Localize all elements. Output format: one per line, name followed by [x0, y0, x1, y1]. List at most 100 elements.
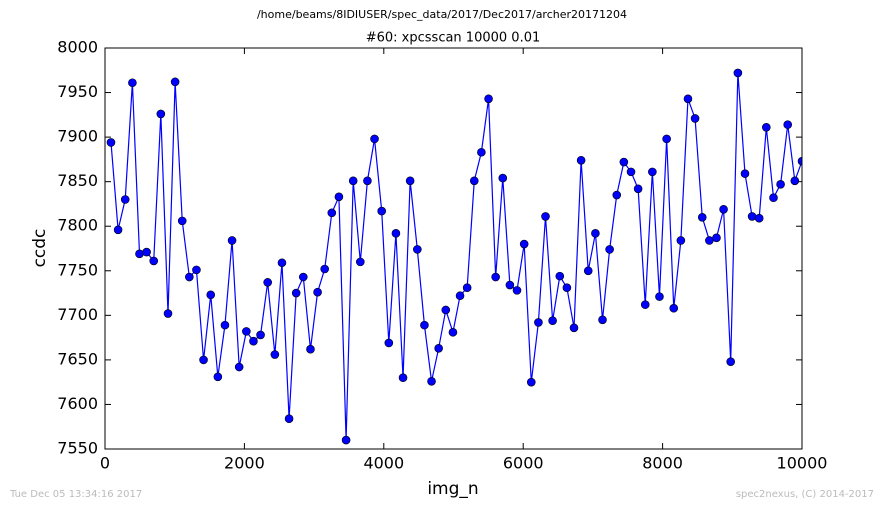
data-point — [448, 327, 458, 337]
data-point — [541, 212, 550, 221]
x-tick-label: 6000 — [503, 454, 544, 473]
x-tick-label: 0 — [100, 454, 110, 473]
data-point — [313, 287, 322, 297]
data-point — [291, 288, 301, 298]
data-point — [434, 344, 443, 353]
data-point — [263, 278, 272, 287]
plot-frame — [104, 47, 803, 450]
data-point — [633, 184, 643, 194]
data-point — [498, 173, 508, 183]
data-line — [110, 72, 802, 441]
data-point — [676, 236, 686, 245]
data-point — [576, 155, 586, 165]
data-point — [363, 176, 372, 186]
data-point — [327, 208, 337, 218]
data-point — [797, 156, 802, 166]
data-point — [583, 266, 593, 276]
data-point — [526, 377, 536, 387]
data-point — [420, 320, 429, 330]
data-point — [128, 78, 137, 88]
y-tick-label: 7600 — [57, 394, 98, 413]
data-point — [548, 316, 557, 325]
data-point — [242, 327, 251, 336]
data-point — [455, 291, 465, 301]
data-point — [377, 206, 387, 216]
data-point — [192, 265, 201, 275]
data-point — [790, 176, 800, 186]
data-point — [598, 315, 607, 325]
data-point — [120, 195, 130, 204]
data-point — [605, 245, 614, 254]
data-point — [227, 236, 237, 245]
data-point — [733, 68, 743, 78]
data-point — [719, 204, 728, 214]
data-point — [747, 212, 757, 221]
data-point — [612, 190, 622, 200]
data-point — [441, 305, 451, 315]
data-point — [662, 134, 671, 144]
data-point — [477, 147, 486, 157]
data-point — [405, 176, 415, 186]
data-point — [256, 330, 265, 340]
data-point — [640, 300, 650, 309]
data-point — [484, 94, 493, 104]
data-point — [491, 272, 500, 282]
data-point — [769, 193, 778, 203]
data-point — [398, 373, 408, 383]
y-tick-label: 7950 — [57, 82, 98, 101]
x-axis-label: img_n — [427, 479, 478, 499]
data-point — [391, 229, 401, 238]
data-point — [163, 309, 173, 318]
data-point — [519, 239, 529, 249]
data-point — [113, 225, 123, 235]
data-point — [505, 280, 515, 290]
y-tick-label: 7750 — [57, 260, 98, 279]
data-point — [199, 355, 208, 365]
data-point — [783, 120, 793, 129]
data-point — [334, 192, 344, 202]
data-point — [370, 134, 379, 144]
data-point — [277, 258, 287, 268]
data-point — [356, 257, 365, 267]
y-axis-label: ccdc — [30, 229, 50, 268]
x-tick-label: 10000 — [777, 454, 828, 473]
data-point — [619, 157, 629, 167]
y-tick-label: 7800 — [57, 216, 98, 235]
data-point — [591, 229, 600, 238]
data-point — [413, 245, 422, 254]
data-point — [384, 338, 394, 348]
data-point — [142, 247, 151, 257]
data-point — [697, 213, 707, 222]
footer-left: Tue Dec 05 13:34:16 2017 — [9, 489, 142, 500]
data-point — [669, 303, 679, 313]
data-point — [306, 344, 315, 354]
data-point — [298, 272, 308, 282]
data-point — [220, 320, 230, 330]
y-tick-label: 7850 — [57, 171, 98, 190]
data-point — [754, 213, 764, 223]
x-tick-label: 2000 — [224, 454, 265, 473]
data-point — [185, 272, 194, 282]
x-tick-label: 8000 — [642, 454, 683, 473]
footer-right: spec2nexus, (C) 2014-2017 — [736, 489, 874, 500]
data-point — [177, 216, 187, 226]
data-point — [234, 362, 244, 372]
data-point — [206, 290, 216, 300]
data-point — [705, 236, 714, 245]
data-point — [762, 123, 771, 132]
data-point — [562, 283, 572, 293]
data-point — [690, 114, 700, 123]
data-point — [712, 233, 721, 243]
data-point — [348, 176, 358, 186]
y-tick-label: 7650 — [57, 349, 98, 368]
data-point — [106, 138, 116, 147]
data-point — [249, 336, 258, 346]
data-point — [534, 318, 543, 327]
x-tick-label: 4000 — [363, 454, 404, 473]
data-point — [462, 283, 472, 293]
suptitle: /home/beams/8IDIUSER/spec_data/2017/Dec2… — [257, 8, 627, 21]
data-point — [569, 323, 579, 333]
chart-title: #60: xpcsscan 10000 0.01 — [366, 31, 541, 46]
y-tick-label: 8000 — [57, 38, 98, 57]
